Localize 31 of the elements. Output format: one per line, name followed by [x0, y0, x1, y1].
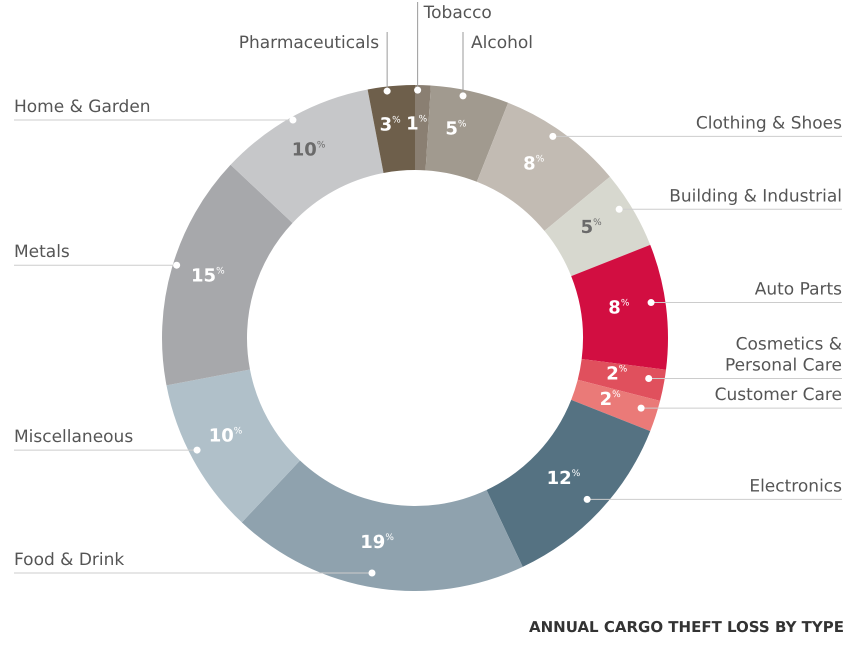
donut-slice — [242, 460, 523, 591]
data-label: 8$^{%}$ — [523, 154, 545, 175]
data-label: 2$^{%}$ — [606, 363, 628, 384]
slice-label: Metals — [14, 242, 70, 262]
data-label: 15$^{%}$ — [191, 265, 226, 286]
data-label: 5$^{%}$ — [445, 118, 467, 140]
data-label: 12$^{%}$ — [546, 468, 581, 490]
slice-label: Miscellaneous — [14, 427, 134, 448]
donut-slice — [571, 380, 660, 432]
slice-label: Tobacco — [422, 3, 492, 23]
data-label: 10$^{%}$ — [208, 425, 243, 446]
donut-slice — [166, 369, 300, 522]
slice-label: Food & Drink — [14, 550, 124, 570]
slice-label: Pharmaceuticals — [238, 33, 380, 53]
data-label: 10$^{%}$ — [292, 140, 326, 161]
slice-label: Auto Parts — [754, 280, 842, 300]
slice-label: Building & Industrial — [669, 186, 842, 206]
slice-label: Electronics — [749, 476, 842, 496]
data-label: 19$^{%}$ — [360, 532, 394, 553]
slice-label: Cosmetics & Personal Care — [724, 334, 842, 376]
data-label: 8$^{%}$ — [608, 298, 630, 319]
data-label: 5$^{%}$ — [580, 216, 602, 238]
data-label: 3$^{%}$ — [380, 114, 402, 136]
text: ANNUAL CARGO THEFT LOSS BY TYPE — [529, 618, 844, 636]
slice-label: Clothing & Shoes — [696, 113, 842, 134]
donut-slice — [162, 164, 293, 386]
data-label: 2$^{%}$ — [600, 389, 622, 410]
slice-label: Home & Garden — [14, 97, 151, 118]
slice-label: Alcohol — [471, 33, 534, 53]
data-label: 1$^{%}$ — [406, 114, 428, 135]
slice-label: Customer Care — [714, 385, 842, 406]
